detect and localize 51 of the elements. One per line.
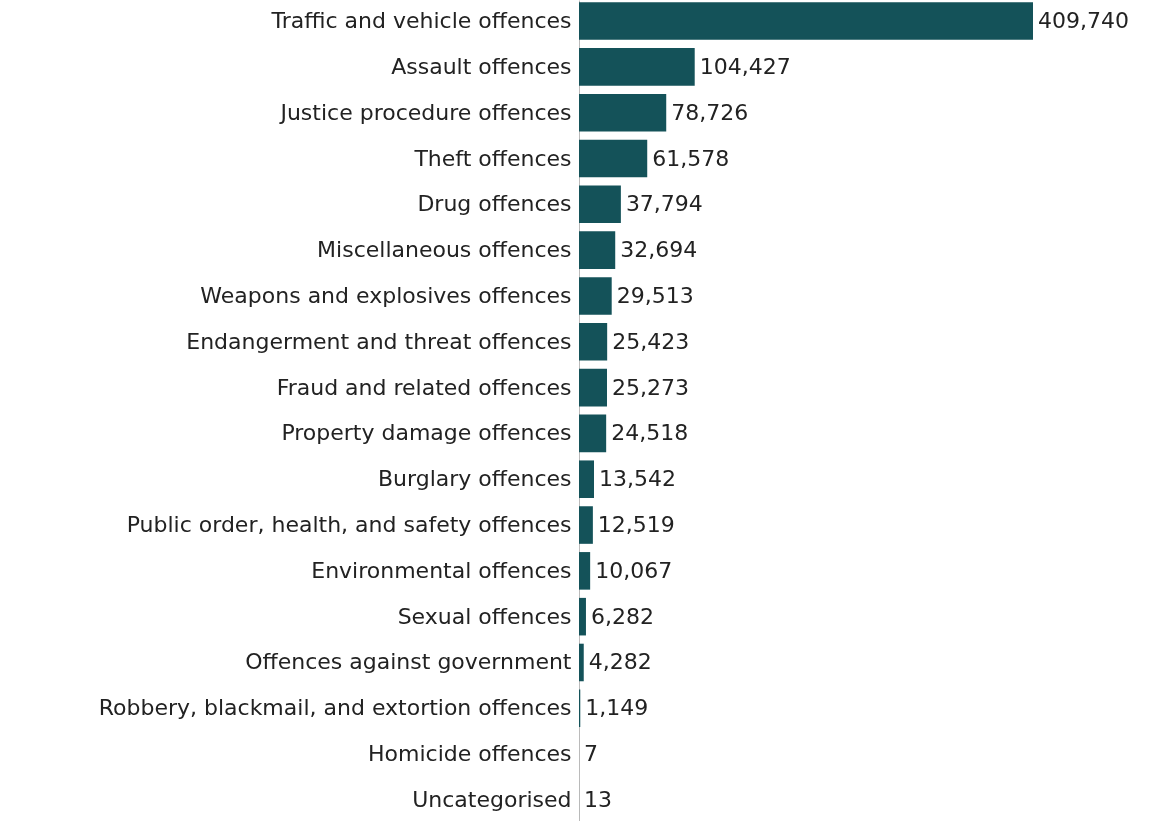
y-tick-label: Weapons and explosives offences (200, 282, 572, 308)
data-label: 13,542 (599, 466, 676, 492)
bar (579, 231, 616, 269)
y-tick-label: Property damage offences (281, 420, 572, 446)
y-tick-label: Burglary offences (378, 466, 572, 492)
data-label: 37,794 (625, 191, 703, 217)
bar (579, 277, 612, 315)
bar (579, 506, 593, 544)
y-tick-label: Endangerment and threat offences (186, 328, 572, 354)
data-label: 78,726 (671, 99, 749, 125)
data-label: 32,694 (620, 237, 698, 263)
y-tick-label: Assault offences (391, 53, 572, 79)
y-tick-label: Sexual offences (397, 603, 572, 629)
data-label: 29,513 (616, 282, 694, 308)
data-label: 13 (584, 786, 613, 812)
data-label: 1,149 (585, 695, 649, 721)
bar (579, 460, 594, 499)
y-tick-label: Uncategorised (412, 786, 572, 812)
bar (579, 643, 584, 682)
data-label: 7 (584, 741, 599, 767)
bar (579, 185, 621, 224)
bar (579, 48, 695, 86)
data-label: 25,273 (612, 374, 689, 400)
data-label: 10,067 (595, 557, 673, 583)
y-tick-label: Homicide offences (368, 741, 572, 767)
bar (579, 322, 608, 361)
data-label: 409,740 (1038, 8, 1129, 34)
y-tick-label: Miscellaneous offences (317, 237, 572, 263)
data-label: 12,519 (597, 512, 675, 538)
bar (579, 93, 667, 132)
y-tick-label: Offences against government (245, 649, 572, 675)
y-tick-label: Drug offences (417, 191, 572, 217)
y-tick-label: Robbery, blackmail, and extortion offences (98, 695, 572, 721)
y-tick-label: Public order, health, and safety offences (126, 512, 572, 538)
y-tick-label: Theft offences (413, 145, 572, 171)
bar (579, 414, 607, 453)
y-tick-label: Fraud and related offences (276, 374, 572, 400)
data-label: 61,578 (652, 145, 730, 171)
y-tick-label: Environmental offences (311, 557, 572, 583)
bar (579, 552, 591, 590)
bar (579, 139, 648, 178)
data-label: 25,423 (612, 328, 690, 354)
data-label: 4,282 (588, 649, 652, 675)
y-tick-label: Justice procedure offences (278, 99, 572, 125)
data-label: 104,427 (699, 53, 791, 79)
bar (579, 368, 607, 407)
y-tick-label: Traffic and vehicle offences (270, 8, 572, 34)
data-label: 24,518 (611, 420, 689, 446)
bar (579, 597, 586, 636)
bar (579, 2, 1033, 40)
data-label: 6,282 (590, 603, 654, 629)
